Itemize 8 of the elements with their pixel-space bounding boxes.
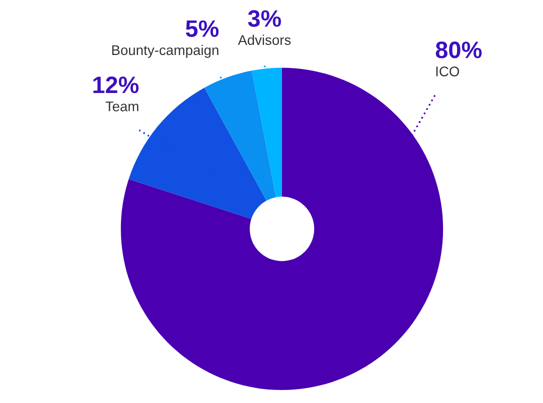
slice-label: ICO <box>436 66 460 76</box>
data-label: 80% <box>436 42 482 58</box>
slice-label: Advisors <box>238 34 291 45</box>
slice-label: Team <box>106 102 138 112</box>
data-label: 5% <box>186 20 219 37</box>
data-label: 12% <box>93 76 139 94</box>
slice-label: Bounty-campaign <box>112 44 218 58</box>
data-label: 3% <box>248 10 281 27</box>
